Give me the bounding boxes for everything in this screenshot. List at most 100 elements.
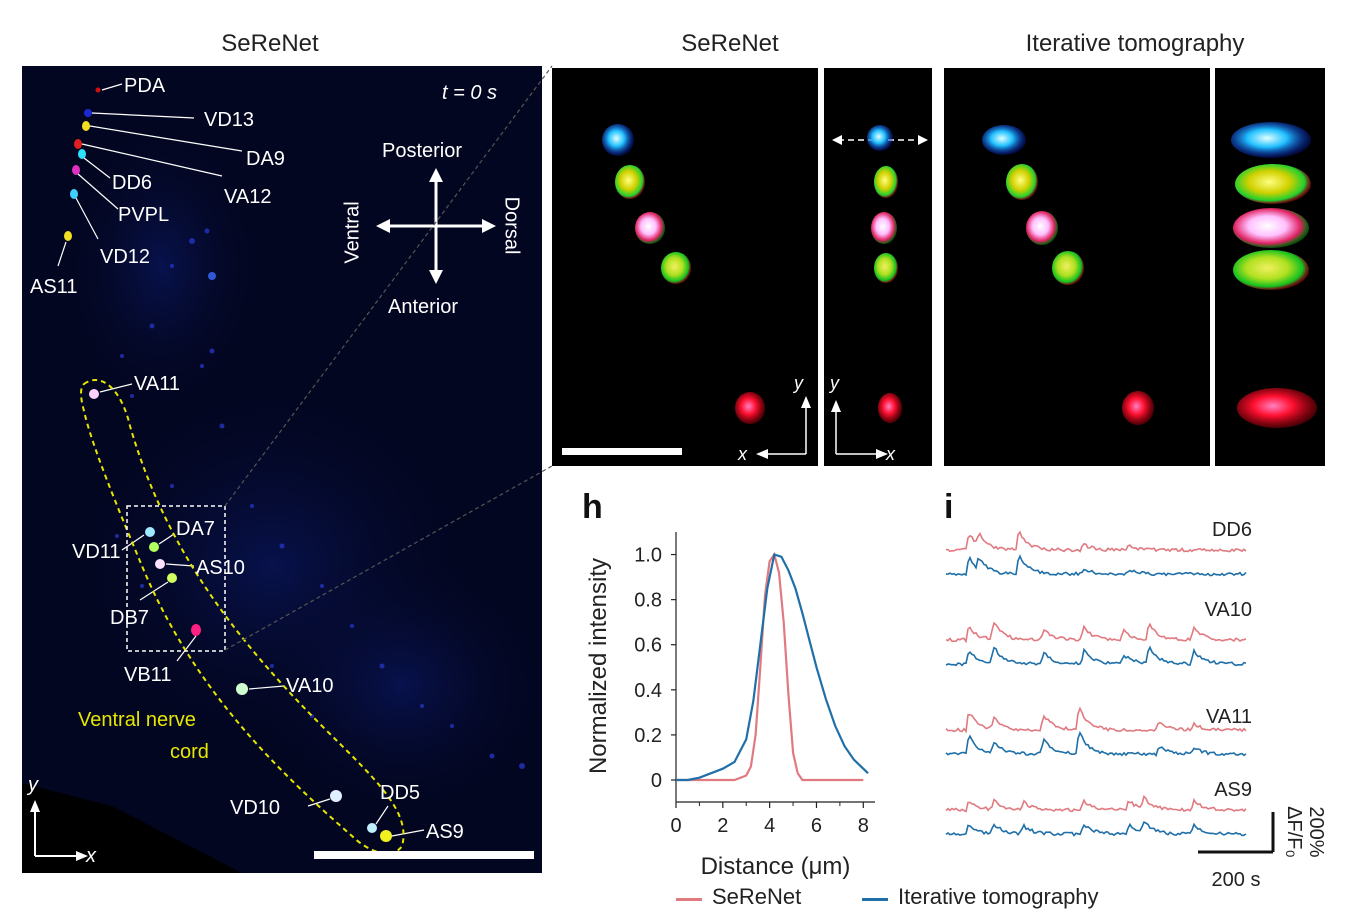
trace-va11-iterative bbox=[945, 731, 1247, 758]
worm-axis-y-label: y bbox=[28, 774, 38, 796]
time-label: t = 0 s bbox=[442, 82, 498, 104]
neuron-da7 bbox=[149, 542, 159, 552]
zoom-box bbox=[126, 505, 226, 652]
trace-label-as9: AS9 bbox=[1214, 779, 1252, 801]
left-panel-title: SeReNet bbox=[221, 30, 319, 57]
legend: SeReNet Iterative tomography bbox=[676, 884, 1176, 914]
label-pda: PDA bbox=[124, 75, 166, 97]
h-y-tick-label: 0.4 bbox=[634, 680, 662, 702]
h-x-tick-label: 4 bbox=[764, 815, 775, 837]
right-panel-title: Iterative tomography bbox=[1025, 30, 1245, 57]
neuron-vd12 bbox=[70, 189, 78, 199]
worm-axis-arrows bbox=[30, 800, 88, 861]
mid-panel-title: SeReNet bbox=[681, 30, 779, 57]
label-dd5: DD5 bbox=[380, 782, 421, 804]
label-as9: AS9 bbox=[426, 821, 464, 843]
intensity-profile-chart: 0 0.2 0.4 0.6 0.8 1.0 0 2 4 6 8 Distance (μm) Normal… bbox=[585, 532, 875, 880]
orientation-posterior: Posterior bbox=[382, 140, 463, 162]
orientation-anterior: Anterior bbox=[388, 296, 459, 318]
h-y-tick-label: 0 bbox=[651, 770, 662, 792]
nerve-cord-label-line2: cord bbox=[170, 741, 209, 763]
orientation-cross bbox=[376, 168, 496, 284]
amplitude-scale-label: 200% bbox=[1305, 806, 1327, 857]
label-as10: AS10 bbox=[196, 557, 245, 579]
h-y-tick-label: 1.0 bbox=[634, 545, 662, 567]
worm-image-svg bbox=[22, 83, 542, 873]
h-x-tick-label: 0 bbox=[670, 815, 681, 837]
h-y-tick-label: 0.8 bbox=[634, 590, 662, 612]
amplitude-scale-unit: ΔF/F₀ bbox=[1283, 806, 1305, 858]
trace-va10-iterative bbox=[945, 645, 1247, 667]
label-pvpl: PVPL bbox=[118, 204, 170, 226]
side-axis-y-label: y bbox=[830, 373, 839, 393]
h-x-tick-label: 2 bbox=[717, 815, 728, 837]
trace-dd6-serenet bbox=[945, 530, 1247, 553]
legend-swatch-serenet bbox=[676, 898, 702, 901]
trace-va11-serenet bbox=[945, 706, 1247, 734]
h-y-tick-label: 0.2 bbox=[634, 725, 662, 747]
neuron-vd11 bbox=[145, 527, 155, 537]
side-axis-x-label: x bbox=[886, 444, 895, 464]
neuron-dd5 bbox=[367, 823, 377, 833]
h-series-line-1 bbox=[676, 553, 869, 782]
serenet-xy-panel: y x bbox=[552, 68, 818, 466]
neuron-as11 bbox=[64, 231, 72, 241]
label-as11: AS11 bbox=[30, 276, 78, 298]
h-x-tick-label: 6 bbox=[811, 815, 822, 837]
neuron-as10 bbox=[155, 559, 165, 569]
label-vd13: VD13 bbox=[204, 109, 255, 131]
trace-as9-iterative bbox=[945, 821, 1247, 837]
legend-label-serenet: SeReNet bbox=[712, 884, 802, 909]
h-series-line-0 bbox=[676, 551, 864, 782]
label-va10: VA10 bbox=[286, 675, 334, 697]
label-dd6: DD6 bbox=[112, 172, 153, 194]
neuron-vb11 bbox=[191, 624, 201, 636]
label-db7: DB7 bbox=[110, 607, 149, 629]
trace-label-va10: VA10 bbox=[1205, 599, 1252, 621]
label-va12: VA12 bbox=[224, 186, 272, 208]
h-x-label: Distance (μm) bbox=[701, 853, 851, 880]
worm-scale-bar bbox=[314, 851, 534, 859]
trace-va10-serenet bbox=[945, 621, 1247, 644]
serenet-side-svg bbox=[831, 125, 928, 459]
neuron-vd10 bbox=[330, 790, 342, 802]
h-y-tick-label: 0.6 bbox=[634, 635, 662, 657]
trace-dd6-iterative bbox=[946, 554, 1247, 577]
neuron-dd6 bbox=[78, 149, 86, 159]
neuron-db7 bbox=[167, 573, 177, 583]
calcium-traces-chart: DD6 VA10 VA11 AS9 200 s 200%ΔF/F₀ bbox=[945, 519, 1327, 891]
legend-label-iterative: Iterative tomography bbox=[898, 884, 1099, 909]
iterative-side-panel bbox=[1215, 68, 1325, 466]
iterative-xy-panel bbox=[944, 68, 1210, 466]
label-va11: VA11 bbox=[134, 373, 180, 395]
label-da7: DA7 bbox=[176, 518, 215, 540]
trace-as9-serenet bbox=[945, 794, 1247, 813]
label-vd11: VD11 bbox=[72, 541, 121, 563]
serenet-side-panel: y x bbox=[824, 68, 932, 466]
time-scale-label: 200 s bbox=[1212, 869, 1261, 891]
nerve-cord-label-line1: Ventral nerve bbox=[78, 709, 196, 731]
iterative-xy-svg bbox=[982, 125, 1154, 425]
zoom-axis-x-label: x bbox=[738, 444, 747, 464]
neuron-as9 bbox=[380, 830, 392, 842]
iterative-side-svg bbox=[1231, 122, 1317, 428]
neuron-vd13 bbox=[84, 109, 92, 117]
neuron-pda bbox=[95, 87, 101, 93]
h-y-label: Normalized intensity bbox=[585, 558, 612, 774]
label-vd12: VD12 bbox=[100, 246, 151, 268]
worm-axis-x-label: x bbox=[86, 845, 96, 867]
label-vb11: VB11 bbox=[124, 664, 172, 686]
neuron-pvpl bbox=[72, 165, 80, 175]
panel-h-letter: h bbox=[582, 488, 603, 526]
neuron-da9 bbox=[82, 121, 90, 131]
neuron-va12 bbox=[74, 139, 82, 149]
legend-swatch-iterative bbox=[862, 898, 888, 901]
zoom-axis-y-label: y bbox=[794, 373, 803, 393]
worm-image-panel: t = 0 s PDA VD13 DA9 DD6 VA12 PVPL VD12 … bbox=[22, 66, 542, 873]
label-vd10: VD10 bbox=[230, 797, 281, 819]
label-da9: DA9 bbox=[246, 148, 285, 170]
h-x-tick-label: 8 bbox=[858, 815, 869, 837]
trace-label-dd6: DD6 bbox=[1212, 519, 1252, 541]
serenet-xy-svg bbox=[562, 124, 811, 459]
